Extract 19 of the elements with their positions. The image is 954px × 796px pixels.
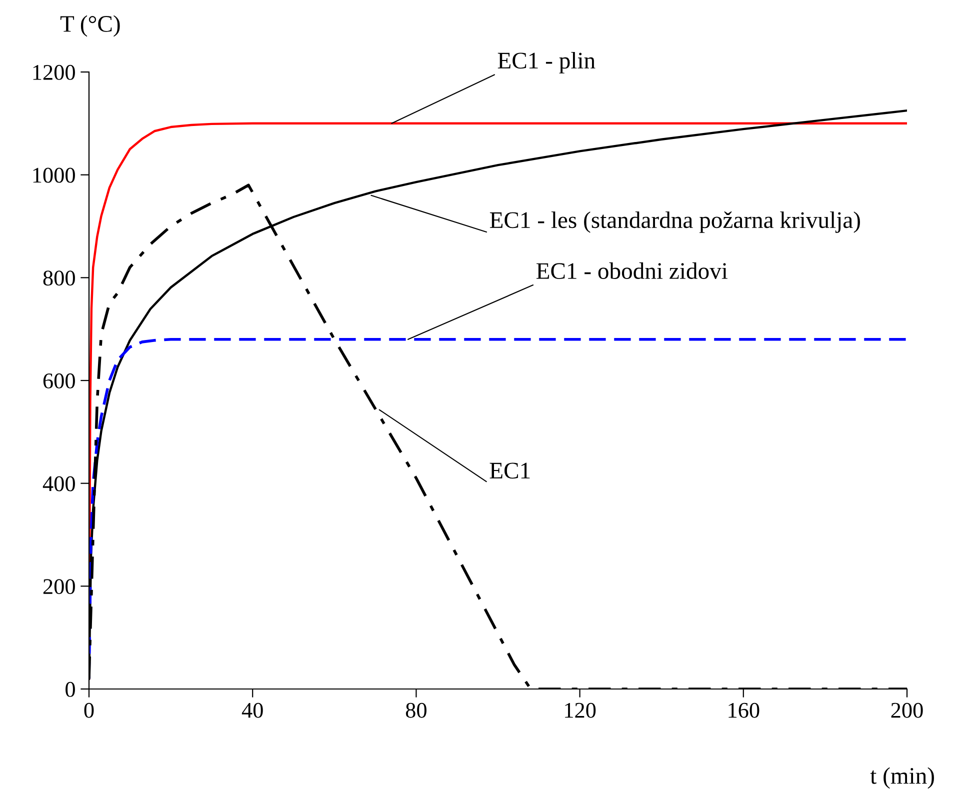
y-tick-label: 0 [66,682,75,697]
y-tick-label: 800 [43,270,75,286]
x-tick-label: 200 [891,702,923,718]
y-tick-label: 1200 [33,64,75,80]
x-tick-label: 160 [728,702,760,718]
annotation: EC1 - obodni zidovi [536,262,728,280]
y-tick-label: 400 [42,476,75,492]
x-axis-title: t (min) [870,767,934,789]
y-axis-title: T (°C) [60,15,120,37]
x-tick-label: 120 [565,702,596,718]
y-tick-label: 200 [43,579,75,594]
annotation: EC1 [490,462,530,479]
x-tick-label: 40 [242,702,263,718]
y-tick-label: 600 [43,373,75,388]
annotation: EC1 - plin [498,52,596,74]
x-tick-label: 0 [84,702,94,718]
annotation: EC1 - les (standardna požarna krivulja) [490,211,860,233]
y-tick-label: 1000 [33,168,75,183]
x-tick-label: 80 [406,702,426,718]
